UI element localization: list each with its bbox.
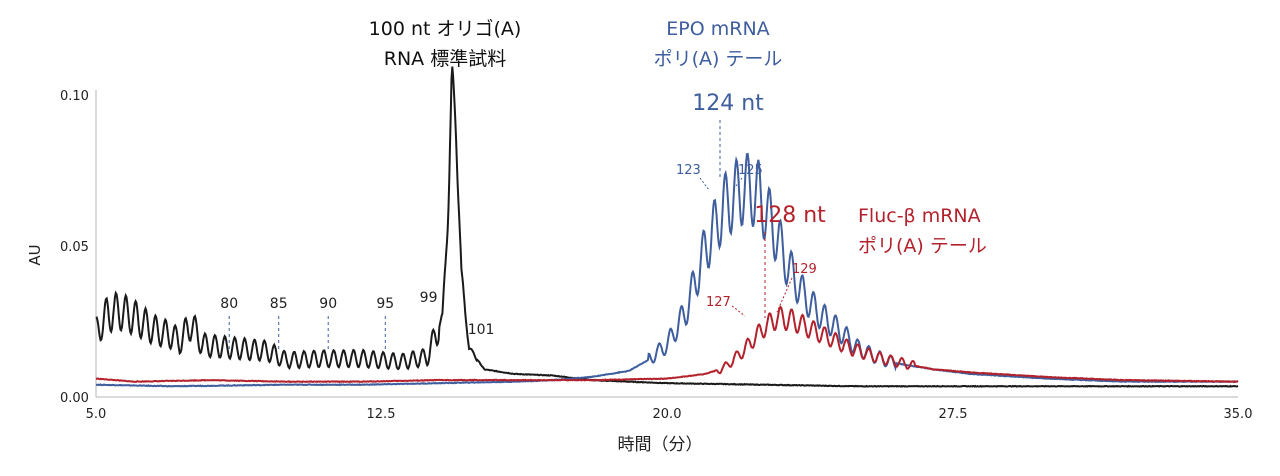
ladder-label: 80 (220, 296, 238, 312)
standard-title-line2: RNA 標準試料 (384, 48, 506, 70)
fluc-right-label: 129 (792, 262, 817, 277)
ladder-label: 90 (319, 296, 337, 312)
y-tick-label: 0.10 (60, 89, 89, 104)
x-tick-label: 12.5 (367, 407, 396, 422)
epo-left-dash (699, 177, 710, 191)
ladder-label: 95 (376, 296, 394, 312)
series-line-2 (95, 305, 1239, 384)
epo-title-line1: EPO mRNA (666, 18, 769, 40)
x-tick-label: 27.5 (939, 407, 968, 422)
x-tick-label: 20.0 (653, 407, 682, 422)
epo-right-label: 125 (738, 163, 763, 178)
epo-right-dash (732, 177, 743, 191)
fluc-left-label: 127 (706, 295, 731, 310)
fluc-title-line1: Fluc-β mRNA (858, 205, 981, 227)
ladder-label: 101 (468, 322, 495, 338)
y-axis-title: AU (26, 244, 44, 265)
fluc-peak-label: 128 nt (754, 203, 826, 228)
epo-peak-label: 124 nt (692, 91, 764, 116)
series-line-0 (95, 66, 1239, 388)
ladder-label: 99 (420, 290, 438, 306)
epo-title-line2: ポリ(A) テール (654, 48, 783, 70)
ladder-label: 85 (270, 296, 288, 312)
y-tick-label: 0.00 (60, 391, 89, 406)
x-axis-title: 時間（分） (618, 435, 703, 455)
standard-title-line1: 100 nt オリゴ(A) (369, 18, 522, 40)
y-tick-label: 0.05 (60, 240, 89, 255)
series-layer (95, 66, 1239, 388)
x-tick-label: 5.0 (86, 407, 107, 422)
fluc-left-dash (731, 305, 746, 317)
fluc-title-line2: ポリ(A) テール (858, 235, 987, 257)
epo-left-label: 123 (676, 163, 701, 178)
series-line-1 (95, 152, 1239, 388)
x-tick-label: 35.0 (1224, 407, 1253, 422)
ladder-layer: 80 85 90 95 99 101 (220, 290, 494, 352)
